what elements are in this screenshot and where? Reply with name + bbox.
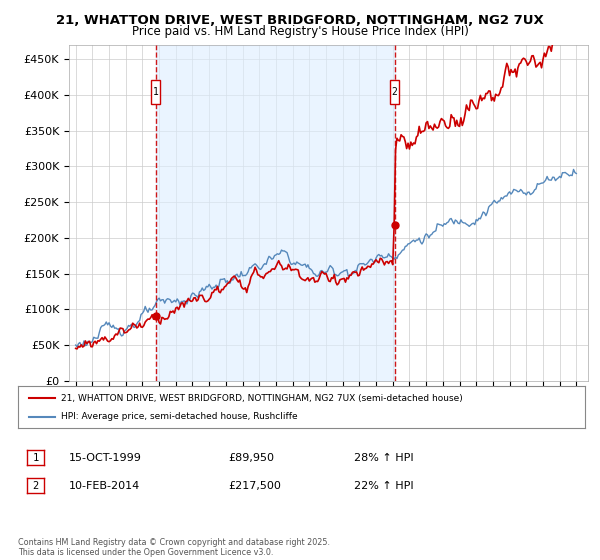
Text: £89,950: £89,950 (228, 452, 274, 463)
Text: 1: 1 (32, 452, 38, 463)
Text: 21, WHATTON DRIVE, WEST BRIDGFORD, NOTTINGHAM, NG2 7UX: 21, WHATTON DRIVE, WEST BRIDGFORD, NOTTI… (56, 14, 544, 27)
Text: £217,500: £217,500 (228, 480, 281, 491)
FancyBboxPatch shape (151, 80, 160, 104)
Text: 28% ↑ HPI: 28% ↑ HPI (354, 452, 413, 463)
Text: 2: 2 (32, 480, 38, 491)
Text: 10-FEB-2014: 10-FEB-2014 (69, 480, 140, 491)
Text: 22% ↑ HPI: 22% ↑ HPI (354, 480, 413, 491)
Text: 15-OCT-1999: 15-OCT-1999 (69, 452, 142, 463)
Text: HPI: Average price, semi-detached house, Rushcliffe: HPI: Average price, semi-detached house,… (61, 412, 297, 421)
FancyBboxPatch shape (390, 80, 399, 104)
Text: 1: 1 (152, 87, 158, 97)
Text: 2: 2 (392, 87, 398, 97)
Text: Price paid vs. HM Land Registry's House Price Index (HPI): Price paid vs. HM Land Registry's House … (131, 25, 469, 38)
Text: 21, WHATTON DRIVE, WEST BRIDGFORD, NOTTINGHAM, NG2 7UX (semi-detached house): 21, WHATTON DRIVE, WEST BRIDGFORD, NOTTI… (61, 394, 462, 403)
Text: Contains HM Land Registry data © Crown copyright and database right 2025.
This d: Contains HM Land Registry data © Crown c… (18, 538, 330, 557)
